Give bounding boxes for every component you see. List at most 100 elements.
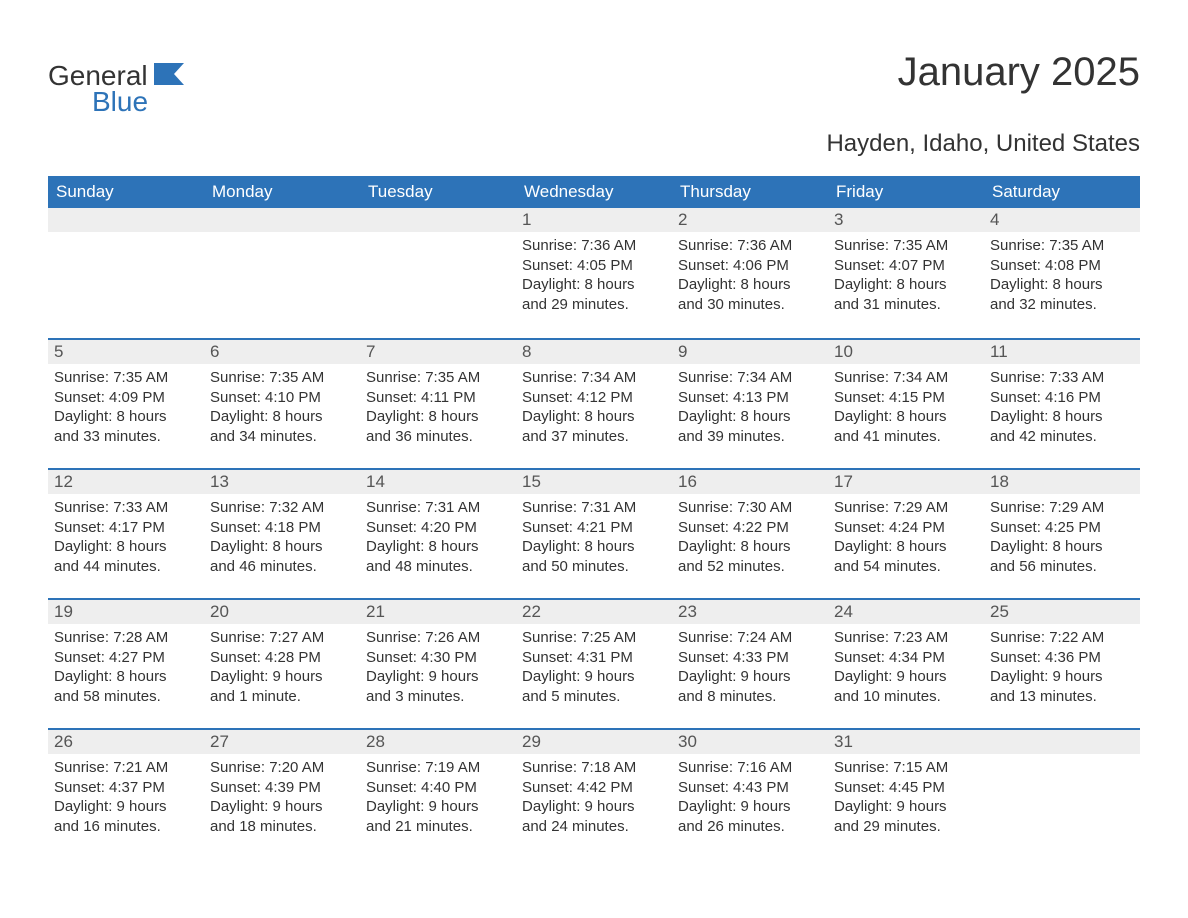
day-details: Sunrise: 7:30 AMSunset: 4:22 PMDaylight:… [672,494,828,582]
day-number: 16 [672,468,828,494]
detail-dl2: and 37 minutes. [522,427,666,447]
detail-sunrise: Sunrise: 7:15 AM [834,758,978,778]
calendar-cell: 2Sunrise: 7:36 AMSunset: 4:06 PMDaylight… [672,208,828,338]
calendar-cell: 26Sunrise: 7:21 AMSunset: 4:37 PMDayligh… [48,728,204,858]
day-number: 9 [672,338,828,364]
calendar-cell: 14Sunrise: 7:31 AMSunset: 4:20 PMDayligh… [360,468,516,598]
detail-dl2: and 46 minutes. [210,557,354,577]
day-number: 10 [828,338,984,364]
day-number: 26 [48,728,204,754]
detail-dl1: Daylight: 9 hours [834,667,978,687]
detail-dl2: and 5 minutes. [522,687,666,707]
detail-sunset: Sunset: 4:27 PM [54,648,198,668]
detail-dl1: Daylight: 8 hours [522,537,666,557]
day-details: Sunrise: 7:18 AMSunset: 4:42 PMDaylight:… [516,754,672,842]
detail-dl1: Daylight: 9 hours [678,667,822,687]
detail-dl1: Daylight: 8 hours [522,407,666,427]
detail-sunset: Sunset: 4:33 PM [678,648,822,668]
calendar-cell: 3Sunrise: 7:35 AMSunset: 4:07 PMDaylight… [828,208,984,338]
dow-header: Monday [204,176,360,208]
detail-dl2: and 42 minutes. [990,427,1134,447]
calendar-cell: 20Sunrise: 7:27 AMSunset: 4:28 PMDayligh… [204,598,360,728]
calendar-cell: 15Sunrise: 7:31 AMSunset: 4:21 PMDayligh… [516,468,672,598]
calendar-cell: 19Sunrise: 7:28 AMSunset: 4:27 PMDayligh… [48,598,204,728]
detail-dl1: Daylight: 9 hours [522,667,666,687]
detail-sunset: Sunset: 4:25 PM [990,518,1134,538]
day-details: Sunrise: 7:35 AMSunset: 4:10 PMDaylight:… [204,364,360,452]
day-number: 8 [516,338,672,364]
detail-dl1: Daylight: 9 hours [990,667,1134,687]
detail-dl1: Daylight: 8 hours [834,407,978,427]
dow-header: Friday [828,176,984,208]
day-number: 7 [360,338,516,364]
detail-sunrise: Sunrise: 7:21 AM [54,758,198,778]
calendar-cell: 4Sunrise: 7:35 AMSunset: 4:08 PMDaylight… [984,208,1140,338]
detail-sunset: Sunset: 4:17 PM [54,518,198,538]
day-details: Sunrise: 7:34 AMSunset: 4:12 PMDaylight:… [516,364,672,452]
detail-sunrise: Sunrise: 7:34 AM [522,368,666,388]
detail-dl1: Daylight: 8 hours [678,407,822,427]
day-number [48,208,204,232]
day-details: Sunrise: 7:33 AMSunset: 4:17 PMDaylight:… [48,494,204,582]
detail-sunrise: Sunrise: 7:36 AM [678,236,822,256]
day-number [204,208,360,232]
calendar-cell: 18Sunrise: 7:29 AMSunset: 4:25 PMDayligh… [984,468,1140,598]
detail-sunset: Sunset: 4:36 PM [990,648,1134,668]
detail-sunset: Sunset: 4:43 PM [678,778,822,798]
calendar-cell: 16Sunrise: 7:30 AMSunset: 4:22 PMDayligh… [672,468,828,598]
detail-sunrise: Sunrise: 7:22 AM [990,628,1134,648]
page-subtitle: Hayden, Idaho, United States [48,130,1140,158]
calendar-cell: 25Sunrise: 7:22 AMSunset: 4:36 PMDayligh… [984,598,1140,728]
detail-sunrise: Sunrise: 7:26 AM [366,628,510,648]
detail-dl2: and 50 minutes. [522,557,666,577]
detail-sunset: Sunset: 4:07 PM [834,256,978,276]
detail-sunrise: Sunrise: 7:25 AM [522,628,666,648]
calendar-cell: 30Sunrise: 7:16 AMSunset: 4:43 PMDayligh… [672,728,828,858]
detail-dl1: Daylight: 8 hours [990,407,1134,427]
day-details: Sunrise: 7:15 AMSunset: 4:45 PMDaylight:… [828,754,984,842]
day-number: 23 [672,598,828,624]
day-number: 18 [984,468,1140,494]
detail-dl1: Daylight: 8 hours [366,407,510,427]
calendar-cell: 11Sunrise: 7:33 AMSunset: 4:16 PMDayligh… [984,338,1140,468]
header-row: General Blue January 2025 [48,50,1140,116]
detail-sunset: Sunset: 4:20 PM [366,518,510,538]
detail-sunset: Sunset: 4:15 PM [834,388,978,408]
detail-sunrise: Sunrise: 7:23 AM [834,628,978,648]
detail-dl1: Daylight: 9 hours [54,797,198,817]
calendar-cell-empty [48,208,204,338]
detail-dl2: and 26 minutes. [678,817,822,837]
calendar-cell: 1Sunrise: 7:36 AMSunset: 4:05 PMDaylight… [516,208,672,338]
detail-dl2: and 24 minutes. [522,817,666,837]
day-number: 29 [516,728,672,754]
detail-dl2: and 56 minutes. [990,557,1134,577]
dow-header: Sunday [48,176,204,208]
calendar-cell: 8Sunrise: 7:34 AMSunset: 4:12 PMDaylight… [516,338,672,468]
detail-dl1: Daylight: 9 hours [210,667,354,687]
detail-dl1: Daylight: 8 hours [210,407,354,427]
detail-sunrise: Sunrise: 7:36 AM [522,236,666,256]
detail-sunset: Sunset: 4:31 PM [522,648,666,668]
detail-dl1: Daylight: 9 hours [210,797,354,817]
day-details: Sunrise: 7:36 AMSunset: 4:05 PMDaylight:… [516,232,672,320]
day-details: Sunrise: 7:33 AMSunset: 4:16 PMDaylight:… [984,364,1140,452]
day-details: Sunrise: 7:24 AMSunset: 4:33 PMDaylight:… [672,624,828,712]
detail-sunrise: Sunrise: 7:29 AM [990,498,1134,518]
title-block: January 2025 [898,50,1140,95]
detail-sunset: Sunset: 4:10 PM [210,388,354,408]
detail-dl1: Daylight: 9 hours [678,797,822,817]
calendar-cell-empty [984,728,1140,858]
detail-sunset: Sunset: 4:42 PM [522,778,666,798]
day-number: 4 [984,208,1140,232]
detail-sunset: Sunset: 4:39 PM [210,778,354,798]
day-number [984,728,1140,754]
calendar-cell: 17Sunrise: 7:29 AMSunset: 4:24 PMDayligh… [828,468,984,598]
day-details: Sunrise: 7:20 AMSunset: 4:39 PMDaylight:… [204,754,360,842]
logo-text-block: General Blue [48,62,184,116]
dow-header: Tuesday [360,176,516,208]
detail-dl2: and 29 minutes. [834,817,978,837]
day-details: Sunrise: 7:29 AMSunset: 4:25 PMDaylight:… [984,494,1140,582]
day-details: Sunrise: 7:31 AMSunset: 4:21 PMDaylight:… [516,494,672,582]
day-details: Sunrise: 7:35 AMSunset: 4:09 PMDaylight:… [48,364,204,452]
detail-sunrise: Sunrise: 7:35 AM [210,368,354,388]
